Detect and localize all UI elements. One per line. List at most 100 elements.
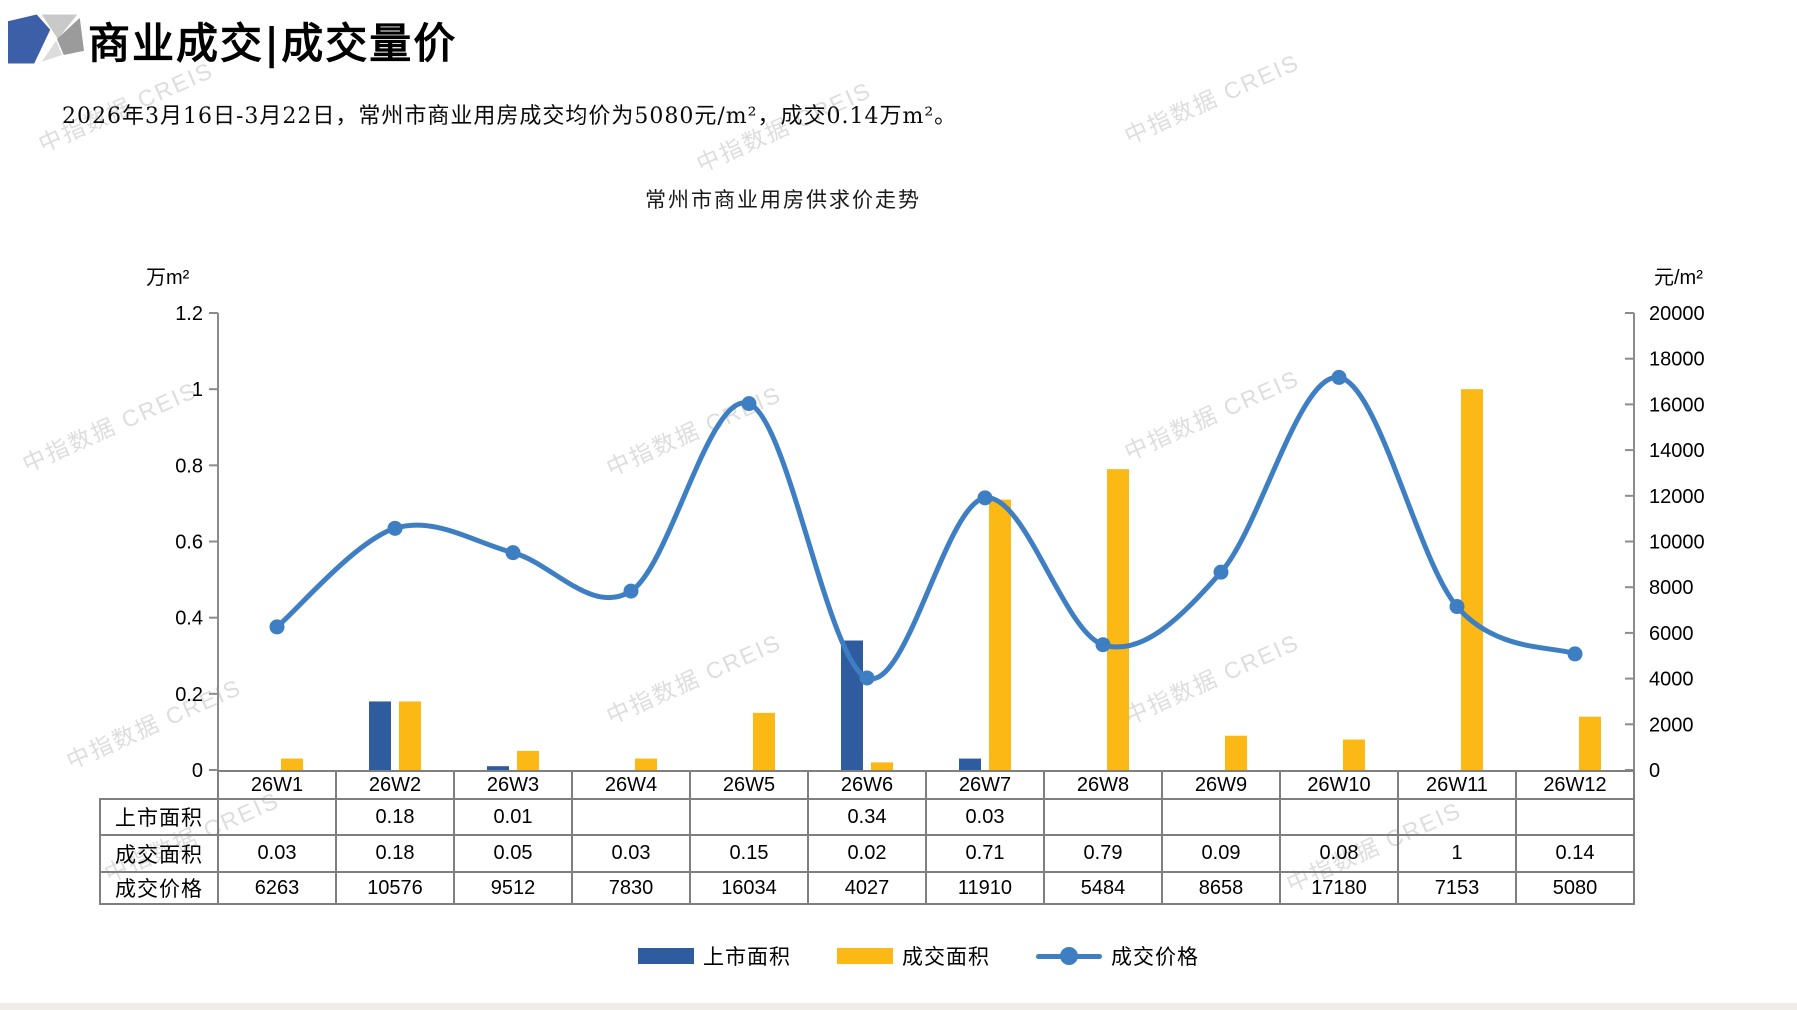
price-marker xyxy=(859,670,875,686)
price-line-series xyxy=(269,369,1583,686)
right-tick-label: 2000 xyxy=(1649,714,1694,736)
right-tick-label: 10000 xyxy=(1649,532,1705,554)
price-marker xyxy=(1331,369,1347,385)
logo-icon xyxy=(8,14,84,64)
price-line xyxy=(274,374,1578,682)
x-axis-label: 26W4 xyxy=(571,770,691,800)
x-axis-label: 26W9 xyxy=(1161,770,1281,800)
bar xyxy=(281,758,303,770)
x-axis-label: 26W10 xyxy=(1279,770,1399,800)
bars-成交面积 xyxy=(281,389,1601,770)
table-cell xyxy=(1279,798,1399,836)
table-cell xyxy=(689,798,809,836)
bar xyxy=(1461,389,1483,770)
table-cell: 0.14 xyxy=(1515,834,1635,873)
right-tick-label: 6000 xyxy=(1649,623,1694,645)
right-tick-label: 16000 xyxy=(1649,394,1705,416)
price-marker xyxy=(977,490,993,506)
price-marker xyxy=(269,619,285,635)
left-tick-label: 0.4 xyxy=(175,608,203,630)
left-axis-unit: 万m² xyxy=(146,267,190,289)
right-axis-unit: 元/m² xyxy=(1654,267,1703,289)
table-cell xyxy=(217,798,337,836)
price-marker xyxy=(623,583,639,599)
x-axis-label: 26W7 xyxy=(925,770,1045,800)
chart-title: 常州市商业用房供求价走势 xyxy=(645,188,921,212)
table-cell: 10576 xyxy=(335,871,455,905)
table-cell: 0.71 xyxy=(925,834,1045,873)
legend-label: 上市面积 xyxy=(703,945,791,969)
axes: 1.210.80.60.40.2020000180001600014000120… xyxy=(175,303,1704,782)
table-cell xyxy=(571,798,691,836)
bar xyxy=(1343,739,1365,770)
x-axis-label: 26W12 xyxy=(1515,770,1635,800)
table-cell: 0.09 xyxy=(1161,834,1281,873)
right-tick-label: 18000 xyxy=(1649,349,1705,371)
table-cell xyxy=(1161,798,1281,836)
table-cell: 8658 xyxy=(1161,871,1281,905)
right-tick-label: 14000 xyxy=(1649,440,1705,462)
left-tick-label: 0.8 xyxy=(175,455,203,477)
table-cell xyxy=(1515,798,1635,836)
bar xyxy=(1579,716,1601,770)
bar xyxy=(959,758,981,770)
bar-series xyxy=(281,389,1601,770)
left-tick-label: 0.2 xyxy=(175,684,203,706)
table-cell: 0.15 xyxy=(689,834,809,873)
left-tick-label: 1 xyxy=(192,379,203,401)
legend-dot xyxy=(1060,947,1078,965)
legend-label: 成交价格 xyxy=(1111,945,1199,969)
table-cell: 17180 xyxy=(1279,871,1399,905)
table-cell: 0.01 xyxy=(453,798,573,836)
legend-label: 成交面积 xyxy=(902,945,990,969)
x-axis-label: 26W2 xyxy=(335,770,455,800)
table-cell: 0.34 xyxy=(807,798,927,836)
right-tick-label: 20000 xyxy=(1649,303,1705,325)
right-tick-label: 8000 xyxy=(1649,577,1694,599)
bar xyxy=(753,712,775,770)
table-cell: 0.02 xyxy=(807,834,927,873)
table-cell: 5080 xyxy=(1515,871,1635,905)
bottom-strip xyxy=(0,1003,1797,1010)
table-cell: 0.08 xyxy=(1279,834,1399,873)
price-marker xyxy=(741,396,757,412)
bars-上市面积 xyxy=(369,640,981,770)
table-cell: 4027 xyxy=(807,871,927,905)
table-row-label: 上市面积 xyxy=(99,798,219,836)
bar xyxy=(1225,735,1247,770)
table-row-label: 成交价格 xyxy=(99,871,219,905)
chart-legend: 上市面积 成交面积 成交价格 xyxy=(40,941,1797,971)
bar xyxy=(871,762,893,770)
left-tick-label: 0.6 xyxy=(175,532,203,554)
page-title: 商业成交|成交量价 xyxy=(88,19,458,68)
x-axis-label: 26W3 xyxy=(453,770,573,800)
x-axis-label: 26W5 xyxy=(689,770,809,800)
page-subtitle: 2026年3月16日-3月22日，常州市商业用房成交均价为5080元/m²，成交… xyxy=(62,104,958,129)
table-cell: 0.05 xyxy=(453,834,573,873)
right-tick-label: 12000 xyxy=(1649,486,1705,508)
table-cell: 0.03 xyxy=(571,834,691,873)
table-cell xyxy=(1043,798,1163,836)
table-cell: 16034 xyxy=(689,871,809,905)
x-axis-label: 26W1 xyxy=(217,770,337,800)
price-marker xyxy=(387,520,403,536)
data-table: 26W1 26W2 26W3 26W4 26W5 26W6 26W7 26W8 26W9 26W1… xyxy=(99,770,1635,905)
bar xyxy=(635,758,657,770)
table-cell: 7830 xyxy=(571,871,691,905)
right-tick-label: 0 xyxy=(1649,760,1660,782)
table-cell: 9512 xyxy=(453,871,573,905)
legend-item-sold-area: 成交面积 xyxy=(837,941,990,971)
table-cell: 11910 xyxy=(925,871,1045,905)
x-axis-label: 26W8 xyxy=(1043,770,1163,800)
bar xyxy=(487,766,509,770)
x-axis-label: 26W6 xyxy=(807,770,927,800)
table-cell: 0.03 xyxy=(925,798,1045,836)
price-marker xyxy=(1567,646,1583,662)
table-corner-cell xyxy=(100,771,218,799)
table-cell: 0.18 xyxy=(335,798,455,836)
legend-item-price: 成交价格 xyxy=(1036,941,1199,971)
x-axis-label: 26W11 xyxy=(1397,770,1517,800)
bar xyxy=(399,701,421,770)
left-tick-label: 0 xyxy=(192,760,203,782)
